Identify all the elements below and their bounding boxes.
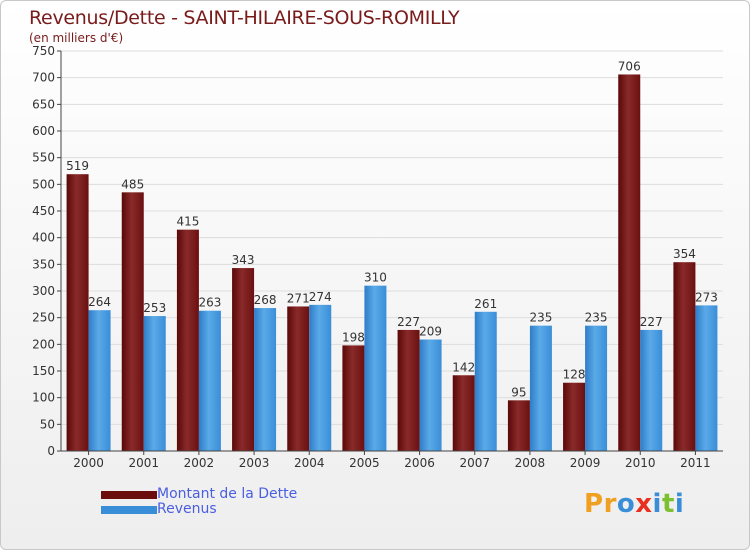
data-label-dette: 485 xyxy=(121,177,144,191)
bar-dette xyxy=(563,382,586,451)
bar-revenus xyxy=(254,308,277,451)
data-label-revenus: 253 xyxy=(143,301,166,315)
bar-dette xyxy=(618,74,641,451)
bar-dette xyxy=(673,262,696,451)
bar-revenus xyxy=(695,305,718,451)
x-tick-label: 2003 xyxy=(239,456,270,470)
y-tick-label: 550 xyxy=(32,151,55,165)
x-tick-label: 2000 xyxy=(73,456,104,470)
y-tick-label: 750 xyxy=(32,44,55,58)
y-tick-label: 450 xyxy=(32,204,55,218)
x-tick-label: 2008 xyxy=(515,456,546,470)
data-label-revenus: 227 xyxy=(640,315,663,329)
x-tick-label: 2011 xyxy=(680,456,711,470)
y-tick-label: 650 xyxy=(32,97,55,111)
y-tick-label: 200 xyxy=(32,337,55,351)
bar-dette xyxy=(287,306,310,451)
y-tick-label: 600 xyxy=(32,124,55,138)
legend-label-dette: Montant de la Dette xyxy=(157,486,298,502)
x-tick-label: 2010 xyxy=(625,456,656,470)
data-label-dette: 128 xyxy=(563,368,586,382)
bar-revenus xyxy=(585,325,608,451)
y-tick-label: 500 xyxy=(32,177,55,191)
data-label-revenus: 274 xyxy=(309,290,332,304)
bar-revenus xyxy=(309,304,332,451)
y-tick-label: 400 xyxy=(32,231,55,245)
x-tick-label: 2005 xyxy=(349,456,380,470)
logo-letter: i xyxy=(652,489,662,519)
bar-revenus xyxy=(640,329,663,451)
data-label-revenus: 268 xyxy=(254,293,277,307)
x-tick-label: 2007 xyxy=(459,456,490,470)
y-tick-label: 100 xyxy=(32,391,55,405)
y-tick-label: 50 xyxy=(40,417,55,431)
x-tick-label: 2009 xyxy=(570,456,601,470)
data-label-dette: 142 xyxy=(452,360,475,374)
bar-dette xyxy=(342,345,365,451)
logo-letter: t xyxy=(661,489,675,519)
logo-letter: r xyxy=(603,489,617,519)
data-label-revenus: 209 xyxy=(419,325,442,339)
data-label-revenus: 263 xyxy=(198,296,221,310)
legend-label-revenus: Revenus xyxy=(157,501,217,517)
bar-dette xyxy=(452,375,475,451)
bar-dette xyxy=(121,192,144,452)
y-tick-label: 350 xyxy=(32,257,55,271)
bar-dette xyxy=(176,229,199,451)
x-tick-label: 2001 xyxy=(128,456,159,470)
bar-revenus xyxy=(88,310,111,451)
legend-item-dette: Montant de la Dette xyxy=(101,487,297,502)
bar-dette xyxy=(232,268,255,451)
data-label-dette: 198 xyxy=(342,330,365,344)
proxiti-logo: Proxiti xyxy=(584,489,684,519)
data-label-dette: 706 xyxy=(618,59,641,73)
data-label-revenus: 264 xyxy=(88,295,111,309)
bar-dette xyxy=(66,174,89,451)
legend-swatch-dette xyxy=(101,490,157,499)
data-label-dette: 95 xyxy=(511,385,526,399)
y-tick-label: 300 xyxy=(32,284,55,298)
data-label-dette: 354 xyxy=(673,247,696,261)
bar-dette xyxy=(397,329,420,451)
data-label-dette: 227 xyxy=(397,315,420,329)
data-label-revenus: 235 xyxy=(585,311,608,325)
chart-title: Revenus/Dette - SAINT-HILAIRE-SOUS-ROMIL… xyxy=(29,7,460,29)
x-tick-label: 2006 xyxy=(404,456,435,470)
data-label-revenus: 261 xyxy=(474,297,497,311)
bar-revenus xyxy=(198,310,221,451)
bar-revenus xyxy=(364,285,387,451)
legend-swatch-revenus xyxy=(101,505,157,514)
x-tick-label: 2004 xyxy=(294,456,325,470)
data-label-dette: 271 xyxy=(287,291,310,305)
chart-subtitle: (en milliers d'€) xyxy=(29,31,124,45)
logo-letter: P xyxy=(584,489,604,519)
y-tick-label: 250 xyxy=(32,311,55,325)
bar-revenus xyxy=(474,311,497,451)
y-tick-label: 700 xyxy=(32,71,55,85)
bar-revenus xyxy=(143,316,166,451)
legend: Montant de la Dette Revenus xyxy=(101,487,297,517)
data-label-revenus: 235 xyxy=(529,311,552,325)
bar-revenus xyxy=(529,325,552,451)
data-label-revenus: 273 xyxy=(695,290,718,304)
y-tick-label: 150 xyxy=(32,364,55,378)
data-label-dette: 343 xyxy=(232,253,255,267)
data-label-dette: 519 xyxy=(66,159,89,173)
legend-item-revenus: Revenus xyxy=(101,502,297,517)
x-tick-label: 2002 xyxy=(184,456,215,470)
logo-letter: x xyxy=(635,489,653,519)
data-label-revenus: 310 xyxy=(364,271,387,285)
data-label-dette: 415 xyxy=(176,215,199,229)
logo-letter: i xyxy=(674,489,685,519)
y-tick-label: 0 xyxy=(47,444,55,458)
logo-letter: o xyxy=(616,489,636,519)
bar-revenus xyxy=(419,339,442,451)
bar-dette xyxy=(507,400,530,451)
